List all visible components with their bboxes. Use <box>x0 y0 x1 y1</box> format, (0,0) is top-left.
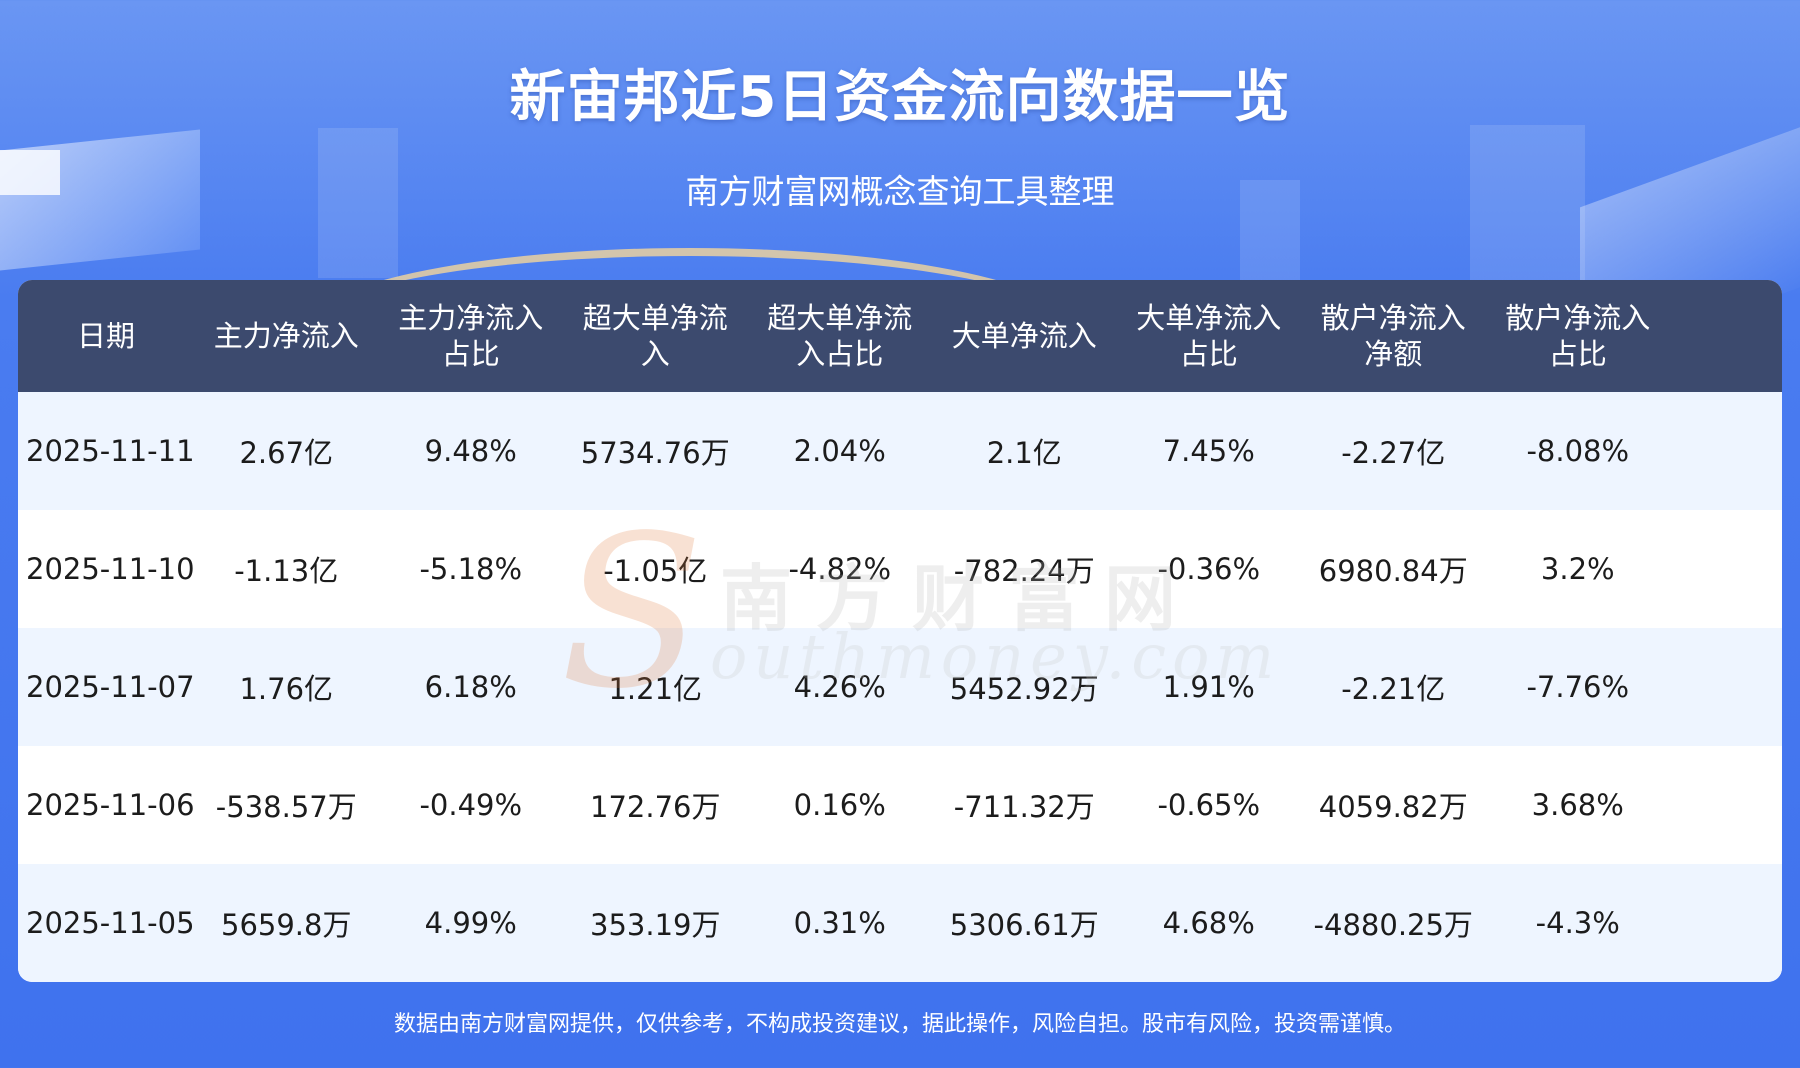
table-cell: 172.76万 <box>590 790 721 824</box>
table-cell: 4.99% <box>424 906 517 940</box>
column-header-retail-inflow: 散户净流入 净额 <box>1320 301 1466 371</box>
table-cell: 6.18% <box>424 670 517 704</box>
table-cell: -0.36% <box>1157 552 1261 586</box>
column-header-date: 日期 <box>76 319 135 353</box>
column-header-retail-inflow-ratio: 散户净流入 占比 <box>1505 301 1651 371</box>
table-cell: 6980.84万 <box>1318 554 1468 588</box>
table-cell: 4.68% <box>1162 906 1255 940</box>
table-header: 日期 主力净流入 主力净流入 占比 超大单净流 入 超大单净流 入占比 大单净流… <box>18 280 1782 392</box>
footer-disclaimer: 数据由南方财富网提供，仅供参考，不构成投资建议，据此操作，风险自担。股市有风险，… <box>393 1012 1406 1037</box>
table-cell: 2.67亿 <box>239 436 334 470</box>
table-cell: -1.05亿 <box>603 554 708 588</box>
table-cell: -5.18% <box>419 552 523 586</box>
table-cell: 5452.92万 <box>949 672 1099 706</box>
column-header-main-inflow-ratio: 主力净流入 占比 <box>398 301 544 371</box>
table-cell: -4.3% <box>1535 906 1620 940</box>
table-cell: -0.49% <box>419 788 523 822</box>
table-cell: -2.21亿 <box>1341 672 1446 706</box>
column-header-large-inflow-ratio: 大单净流入 占比 <box>1136 301 1282 371</box>
table-cell: 2.04% <box>793 434 886 468</box>
fund-flow-table: 日期 主力净流入 主力净流入 占比 超大单净流 入 超大单净流 入占比 大单净流… <box>18 280 1782 982</box>
table-cell: 5734.76万 <box>580 436 730 470</box>
table-cell: -1.13亿 <box>234 554 339 588</box>
page-subtitle: 南方财富网概念查询工具整理 <box>685 172 1115 211</box>
table-cell: -2.27亿 <box>1341 436 1446 470</box>
table-cell-date: 2025-11-10 <box>26 552 195 586</box>
table-cell: -782.24万 <box>953 554 1095 588</box>
table-cell: 4.26% <box>793 670 886 704</box>
table-cell-date: 2025-11-06 <box>26 788 195 822</box>
table-cell: -711.32万 <box>953 790 1095 824</box>
table-cell: -4880.25万 <box>1313 908 1473 942</box>
table-row: 2025-11-11 2.67亿 9.48% 5734.76万 2.04% 2.… <box>18 392 1782 510</box>
table-cell: -4.82% <box>788 552 892 586</box>
table-row: 2025-11-06 -538.57万 -0.49% 172.76万 0.16%… <box>18 746 1782 864</box>
table-cell: 3.2% <box>1540 552 1615 586</box>
table-body: 2025-11-11 2.67亿 9.48% 5734.76万 2.04% 2.… <box>18 392 1782 982</box>
table-cell: 9.48% <box>424 434 517 468</box>
table-cell: 1.76亿 <box>239 672 334 706</box>
table-cell: 0.16% <box>793 788 886 822</box>
table-cell: 4059.82万 <box>1318 790 1468 824</box>
table-cell: 0.31% <box>793 906 886 940</box>
table-cell-date: 2025-11-05 <box>26 906 195 940</box>
table-cell: -7.76% <box>1526 670 1630 704</box>
table-cell: 5659.8万 <box>221 908 352 942</box>
table-cell: -0.65% <box>1157 788 1261 822</box>
table-row: 2025-11-07 1.76亿 6.18% 1.21亿 4.26% 5452.… <box>18 628 1782 746</box>
table-cell-date: 2025-11-11 <box>26 434 195 468</box>
table-cell: 1.91% <box>1162 670 1255 704</box>
column-header-super-large-inflow: 超大单净流 入 <box>582 301 728 371</box>
column-header-super-large-inflow-ratio: 超大单净流 入占比 <box>767 301 913 371</box>
table-row: 2025-11-10 -1.13亿 -5.18% -1.05亿 -4.82% -… <box>18 510 1782 628</box>
table-cell: 3.68% <box>1531 788 1624 822</box>
table-cell: 5306.61万 <box>949 908 1099 942</box>
table-row: 2025-11-05 5659.8万 4.99% 353.19万 0.31% 5… <box>18 864 1782 982</box>
table-cell: 7.45% <box>1162 434 1255 468</box>
table-cell: 1.21亿 <box>608 672 703 706</box>
table-cell: 353.19万 <box>590 908 721 942</box>
page-title: 新宙邦近5日资金流向数据一览 <box>509 65 1291 130</box>
column-header-large-inflow: 大单净流入 <box>951 319 1097 353</box>
table-cell: -8.08% <box>1526 434 1630 468</box>
table-cell: -538.57万 <box>215 790 357 824</box>
column-header-main-inflow: 主力净流入 <box>213 319 359 353</box>
table-cell: 2.1亿 <box>986 436 1062 470</box>
table-cell-date: 2025-11-07 <box>26 670 195 704</box>
